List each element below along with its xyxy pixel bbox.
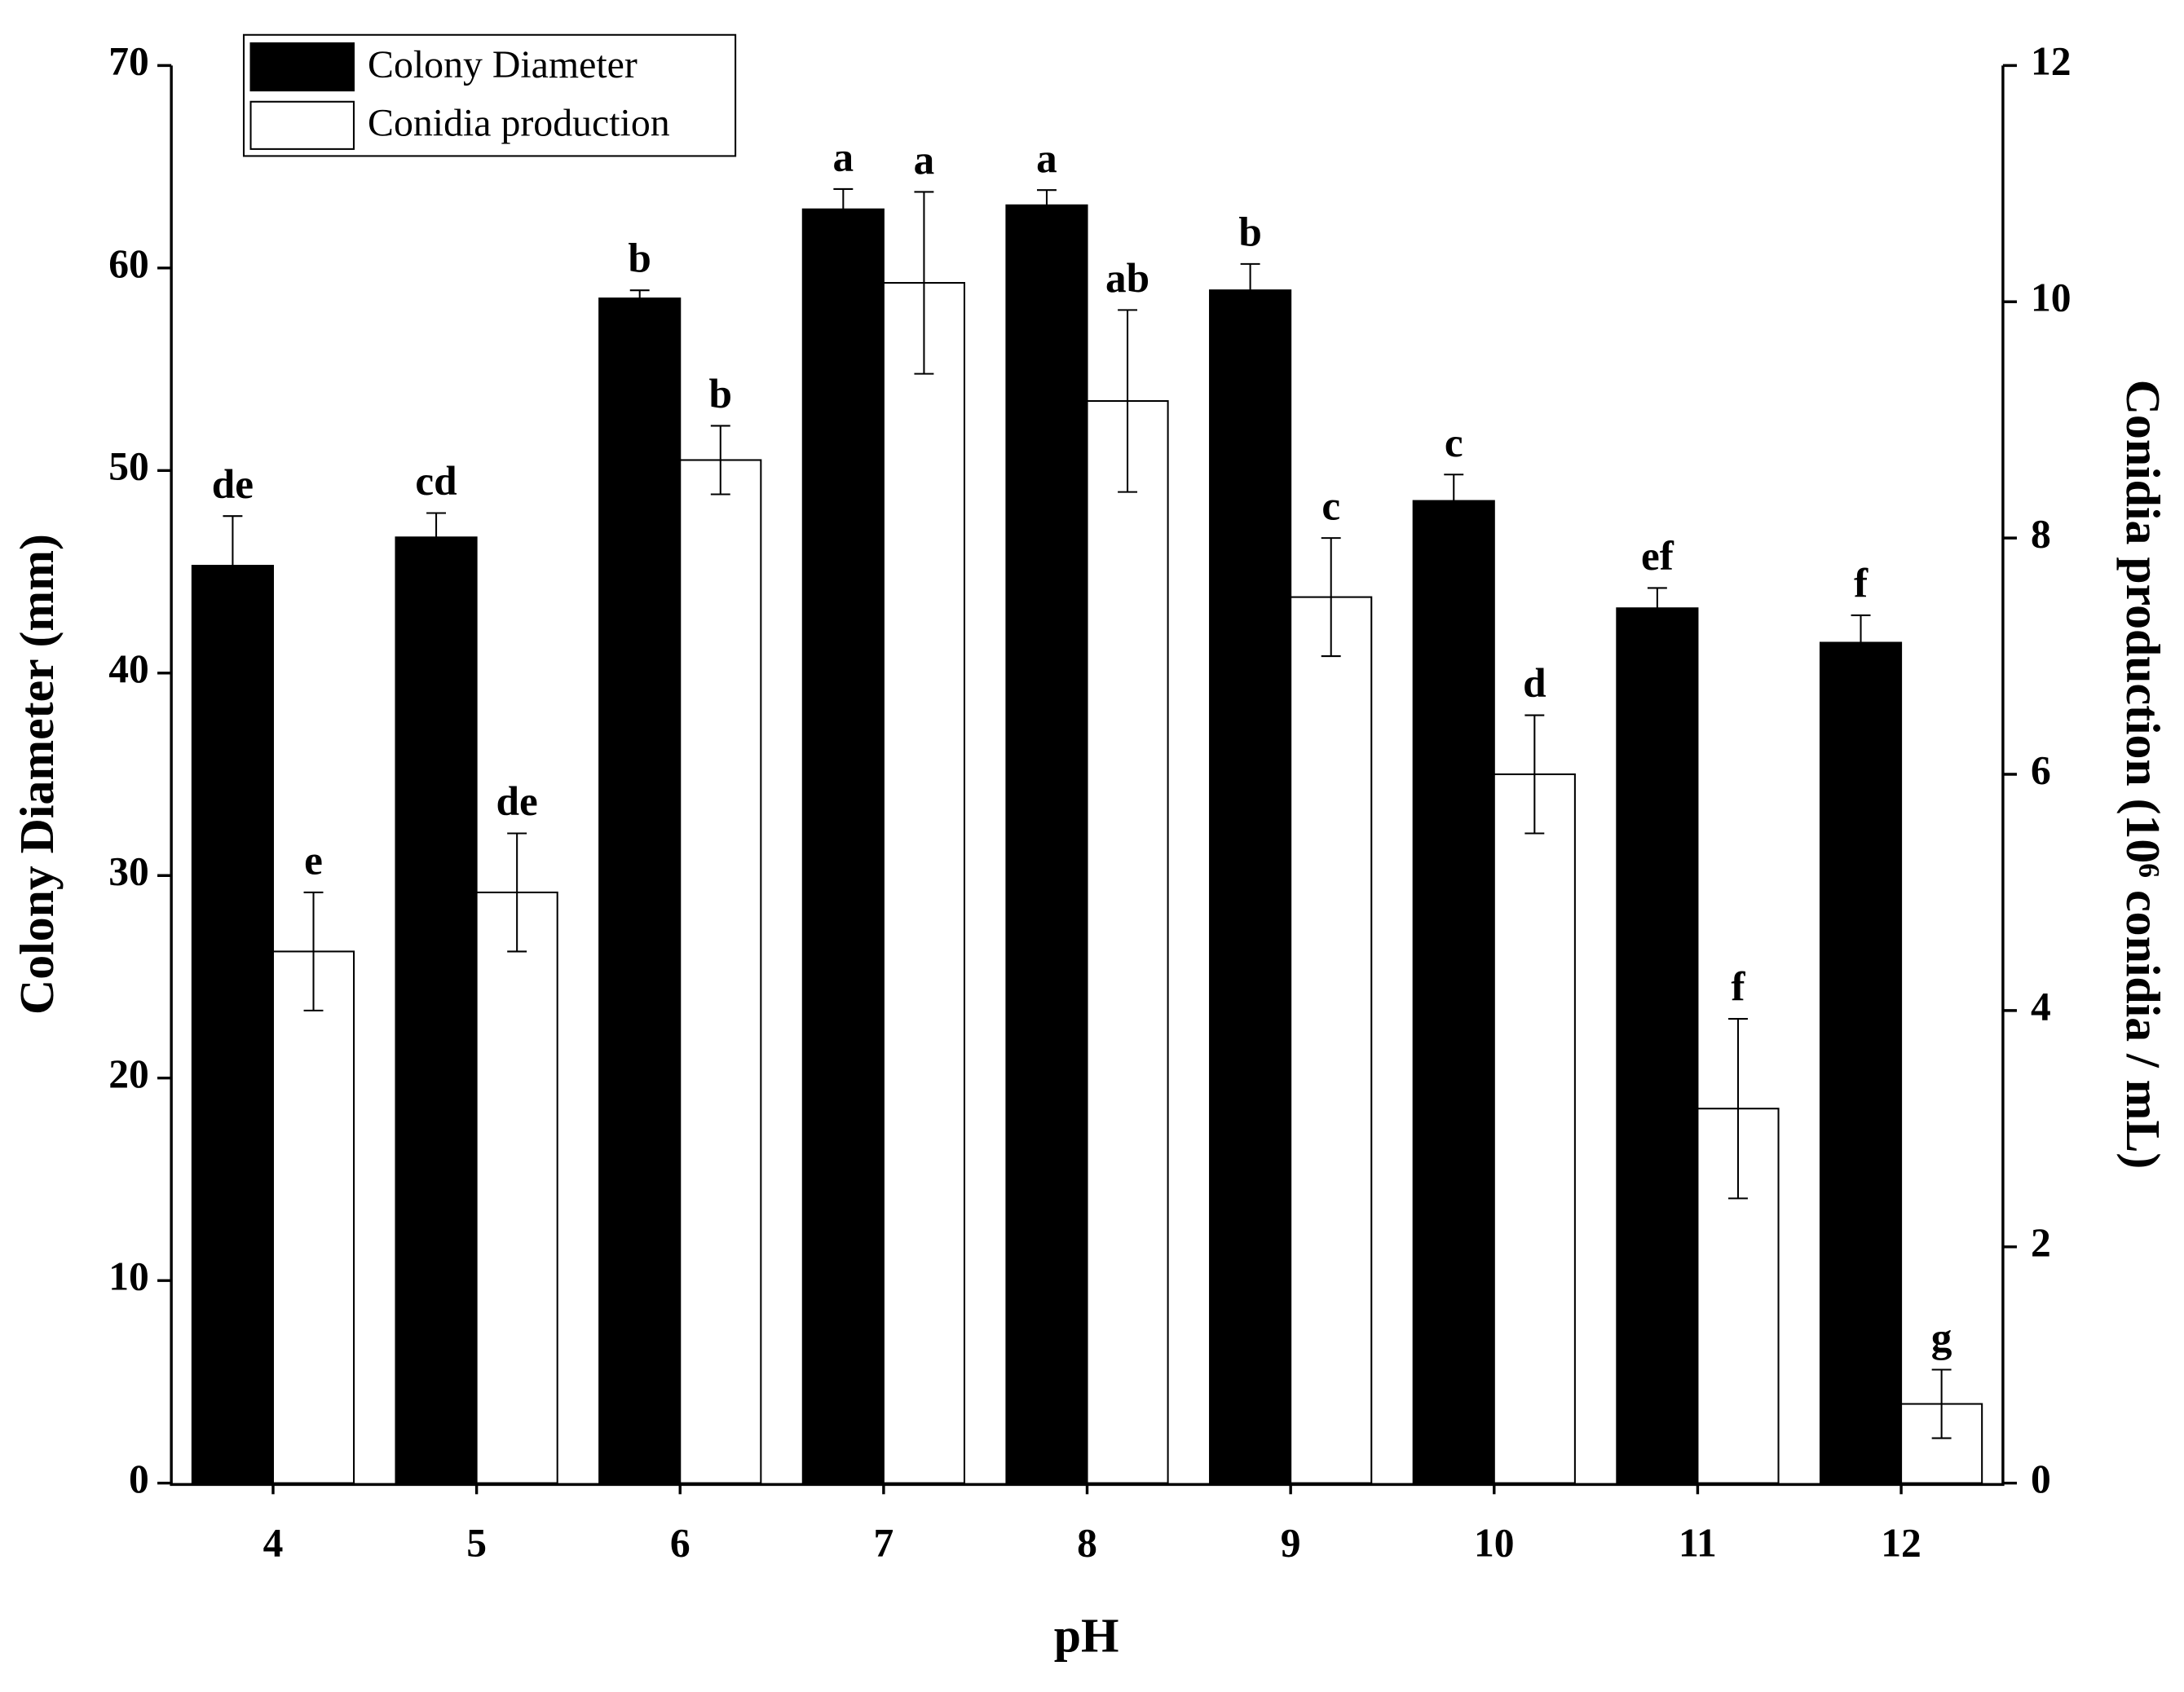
significance-letter: a [914, 137, 935, 183]
y-tick-label: 50 [108, 444, 149, 489]
significance-letter: ef [1641, 533, 1674, 579]
significance-letter: e [304, 838, 323, 884]
y2-tick-label: 2 [2031, 1220, 2051, 1265]
y2-tick-label: 8 [2031, 512, 2051, 557]
y-tick-label: 0 [129, 1456, 149, 1501]
x-tick-label: 9 [1281, 1521, 1301, 1566]
significance-letter: cd [415, 458, 457, 505]
bar [1209, 289, 1292, 1484]
x-tick-label: 7 [873, 1521, 893, 1566]
legend-label: Colony Diameter [368, 43, 638, 86]
x-tick-label: 6 [670, 1521, 690, 1566]
x-tick-label: 12 [1881, 1521, 1921, 1566]
bar [679, 459, 762, 1484]
x-axis-title: pH [1054, 1608, 1119, 1662]
bar [1616, 607, 1699, 1484]
legend-label: Conidia production [368, 102, 670, 145]
significance-letter: g [1931, 1315, 1952, 1361]
significance-letter: b [628, 236, 651, 282]
y2-tick-label: 10 [2031, 275, 2071, 320]
bar [1493, 773, 1576, 1484]
y2-axis-title: Conidia production (10⁶ conidia / mL) [2116, 380, 2170, 1169]
y2-tick-label: 0 [2031, 1456, 2051, 1501]
bar [598, 297, 682, 1484]
significance-letter: a [1036, 135, 1057, 182]
significance-letter: d [1523, 660, 1546, 707]
bar [801, 208, 885, 1484]
significance-letter: a [833, 134, 854, 181]
significance-letter: b [1238, 209, 1262, 255]
y-tick-label: 40 [108, 646, 149, 691]
significance-letter: f [1731, 964, 1745, 1011]
bar [475, 891, 558, 1484]
significance-letter: ab [1105, 255, 1149, 302]
bar [1412, 500, 1495, 1484]
significance-letter: b [709, 371, 733, 417]
bar [1290, 596, 1373, 1484]
y-tick-label: 20 [108, 1051, 149, 1096]
y2-tick-label: 4 [2031, 984, 2051, 1029]
bar [882, 282, 966, 1484]
bar [1086, 399, 1169, 1484]
bar [395, 536, 478, 1484]
significance-letter: c [1321, 483, 1340, 530]
y-tick-label: 70 [108, 39, 149, 84]
legend-swatch [249, 42, 355, 92]
bar [1819, 641, 1903, 1484]
significance-letter: de [496, 778, 538, 825]
significance-letter: de [212, 461, 254, 508]
bar [1005, 204, 1088, 1484]
x-tick-label: 8 [1077, 1521, 1097, 1566]
significance-letter: c [1445, 420, 1463, 466]
y-tick-label: 10 [108, 1254, 149, 1299]
x-tick-label: 10 [1474, 1521, 1515, 1566]
bar [191, 565, 274, 1484]
y2-tick-label: 12 [2031, 39, 2071, 84]
x-tick-label: 4 [263, 1521, 284, 1566]
significance-letter: f [1854, 561, 1869, 607]
x-tick-label: 5 [466, 1521, 487, 1566]
y-tick-label: 30 [108, 849, 149, 894]
y2-tick-label: 6 [2031, 747, 2051, 792]
x-tick-label: 11 [1679, 1521, 1717, 1566]
legend-swatch [249, 100, 355, 150]
y-tick-label: 60 [108, 241, 149, 286]
bar [271, 950, 355, 1484]
y-axis-title: Colony Diameter (mm) [10, 534, 64, 1015]
